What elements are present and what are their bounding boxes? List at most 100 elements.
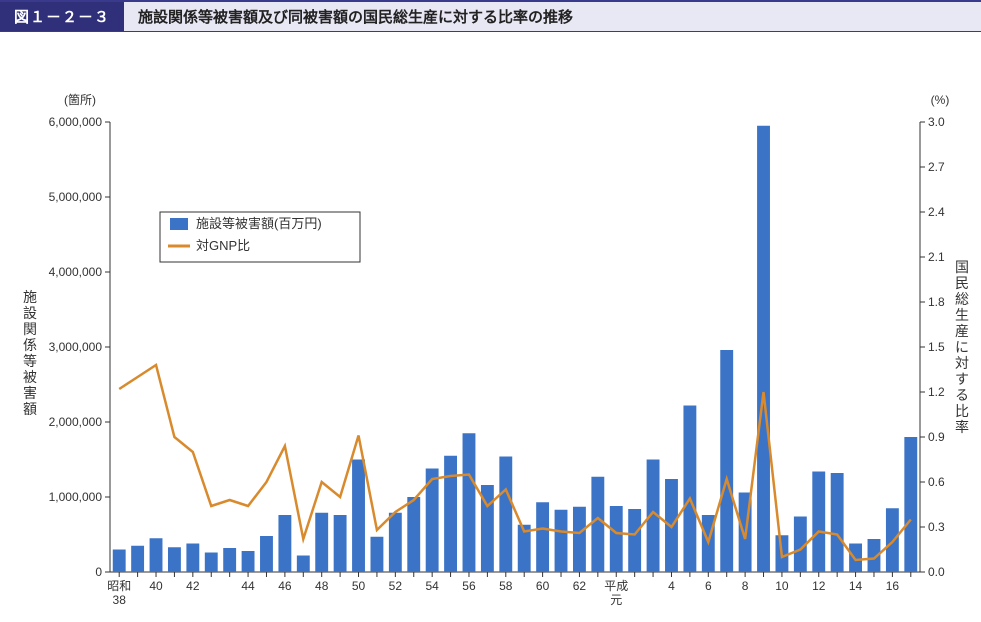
bar	[720, 350, 733, 572]
y2-tick-label: 1.8	[928, 295, 945, 309]
y2-tick-label: 3.0	[928, 115, 945, 129]
bar	[352, 460, 365, 573]
bar	[610, 506, 623, 572]
y2-axis-title: 国	[955, 259, 969, 275]
legend-label: 施設等被害額(百万円)	[196, 216, 322, 231]
bar	[370, 537, 383, 572]
y2-tick-label: 2.4	[928, 205, 945, 219]
bar	[168, 547, 181, 572]
bar	[278, 515, 291, 572]
y2-axis-title: 産	[955, 323, 969, 339]
bar	[555, 510, 568, 572]
x-tick-label-sub: 38	[113, 593, 127, 607]
figure-title: 施設関係等被害額及び同被害額の国民総生産に対する比率の推移	[124, 2, 587, 31]
y1-tick-label: 5,000,000	[49, 190, 103, 204]
bar	[683, 406, 696, 573]
y2-tick-label: 1.5	[928, 340, 945, 354]
bar	[444, 456, 457, 572]
x-tick-label: 62	[573, 579, 587, 593]
y1-axis-title: 係	[23, 337, 37, 353]
y2-axis-title: 民	[955, 275, 969, 291]
bar	[407, 497, 420, 572]
y2-axis-title: に	[955, 339, 969, 355]
y2-tick-label: 2.7	[928, 160, 945, 174]
y1-axis-title: 害	[23, 385, 37, 401]
bar	[242, 551, 255, 572]
x-tick-label: 44	[241, 579, 255, 593]
gnp-ratio-line	[119, 365, 911, 560]
y1-axis-title: 被	[23, 369, 37, 385]
x-tick-label: 40	[149, 579, 163, 593]
y2-tick-label: 0.6	[928, 475, 945, 489]
bar	[150, 538, 163, 572]
bar	[849, 544, 862, 573]
y1-tick-label: 1,000,000	[49, 490, 103, 504]
bar	[904, 437, 917, 572]
bar	[591, 477, 604, 572]
bar	[536, 502, 549, 572]
figure-header: 図１－２－３ 施設関係等被害額及び同被害額の国民総生産に対する比率の推移	[0, 0, 981, 32]
y2-axis-title: 生	[955, 307, 969, 323]
y2-tick-label: 0.3	[928, 520, 945, 534]
chart-svg: 01,000,0002,000,0003,000,0004,000,0005,0…	[0, 32, 981, 622]
x-tick-label: 50	[352, 579, 366, 593]
y2-axis-title: る	[955, 387, 969, 403]
y1-axis-title: 額	[23, 401, 37, 417]
y1-tick-label: 4,000,000	[49, 265, 103, 279]
bar	[334, 515, 347, 572]
x-tick-label: 14	[849, 579, 863, 593]
y2-axis-title: 率	[955, 419, 969, 435]
bar	[812, 472, 825, 573]
x-tick-label: 10	[775, 579, 789, 593]
x-tick-label: 52	[389, 579, 403, 593]
y2-tick-label: 2.1	[928, 250, 945, 264]
chart-container: 01,000,0002,000,0003,000,0004,000,0005,0…	[0, 32, 981, 622]
bar	[297, 556, 310, 573]
y1-tick-label: 6,000,000	[49, 115, 103, 129]
bar	[186, 544, 199, 573]
x-tick-label: 42	[186, 579, 200, 593]
bar	[628, 509, 641, 572]
bar	[205, 553, 218, 573]
y2-tick-label: 0.9	[928, 430, 945, 444]
bar	[131, 546, 144, 572]
bar	[573, 507, 586, 572]
y1-axis-title: 施	[23, 289, 37, 305]
x-tick-label: 54	[425, 579, 439, 593]
legend-label: 対GNP比	[196, 238, 250, 253]
x-tick-label: 16	[886, 579, 900, 593]
y2-axis-title: 比	[955, 403, 969, 419]
x-tick-label: 8	[742, 579, 749, 593]
y1-unit: (箇所)	[64, 93, 96, 107]
y1-tick-label: 2,000,000	[49, 415, 103, 429]
bar	[831, 473, 844, 572]
x-tick-label: 48	[315, 579, 329, 593]
x-tick-label-sub: 元	[610, 593, 622, 607]
y1-axis-title: 設	[23, 305, 37, 321]
y1-axis-title: 関	[23, 321, 37, 337]
y2-axis-title: 対	[955, 355, 969, 371]
y1-tick-label: 0	[95, 565, 102, 579]
bar	[223, 548, 236, 572]
x-tick-label: 56	[462, 579, 476, 593]
x-tick-label: 60	[536, 579, 550, 593]
bar	[260, 536, 273, 572]
bar	[315, 513, 328, 572]
legend-swatch-bar	[170, 218, 188, 230]
x-tick-label: 4	[668, 579, 675, 593]
bar	[463, 433, 476, 572]
bar	[499, 457, 512, 573]
x-tick-label: 46	[278, 579, 292, 593]
y2-tick-label: 0.0	[928, 565, 945, 579]
y2-unit: (%)	[931, 93, 950, 107]
x-tick-label: 58	[499, 579, 513, 593]
y2-axis-title: す	[955, 371, 969, 387]
y2-axis-title: 総	[955, 291, 969, 307]
bar	[389, 513, 402, 572]
x-tick-label: 平成	[604, 579, 628, 593]
y1-axis-title: 等	[23, 353, 37, 369]
y2-tick-label: 1.2	[928, 385, 945, 399]
figure-id: 図１－２－３	[0, 2, 124, 31]
bar	[113, 550, 126, 573]
bar	[757, 126, 770, 572]
